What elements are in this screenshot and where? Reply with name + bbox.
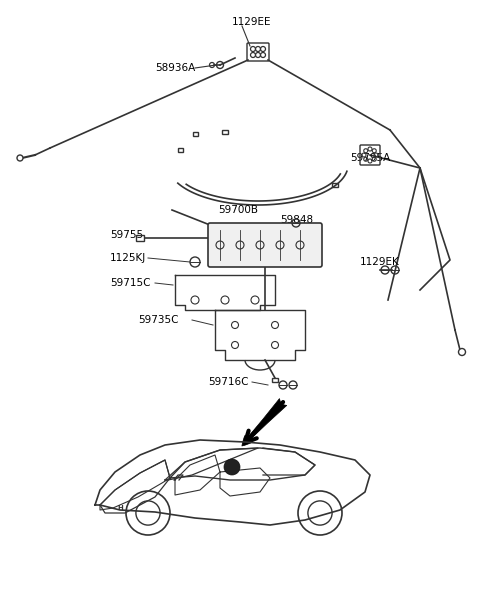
Text: 1129EK: 1129EK	[360, 257, 400, 267]
Text: 59735C: 59735C	[138, 315, 179, 325]
FancyBboxPatch shape	[208, 223, 322, 267]
Text: H: H	[117, 505, 123, 511]
Circle shape	[17, 155, 23, 161]
Text: 59848: 59848	[280, 215, 313, 225]
Text: 59700B: 59700B	[218, 205, 258, 215]
Circle shape	[224, 459, 240, 475]
Text: 58936A: 58936A	[155, 63, 195, 73]
Bar	[178, 148, 182, 152]
Bar	[136, 235, 144, 241]
Text: 1129EE: 1129EE	[232, 17, 272, 27]
Text: 59755: 59755	[110, 230, 143, 240]
Bar	[222, 130, 228, 134]
Bar	[192, 132, 197, 136]
Text: 1125KJ: 1125KJ	[110, 253, 146, 263]
Bar	[332, 183, 338, 187]
Text: 59716C: 59716C	[208, 377, 249, 387]
Text: 59715C: 59715C	[110, 278, 151, 288]
Text: 59795A: 59795A	[350, 153, 390, 163]
Bar	[272, 378, 278, 382]
Circle shape	[458, 349, 466, 355]
